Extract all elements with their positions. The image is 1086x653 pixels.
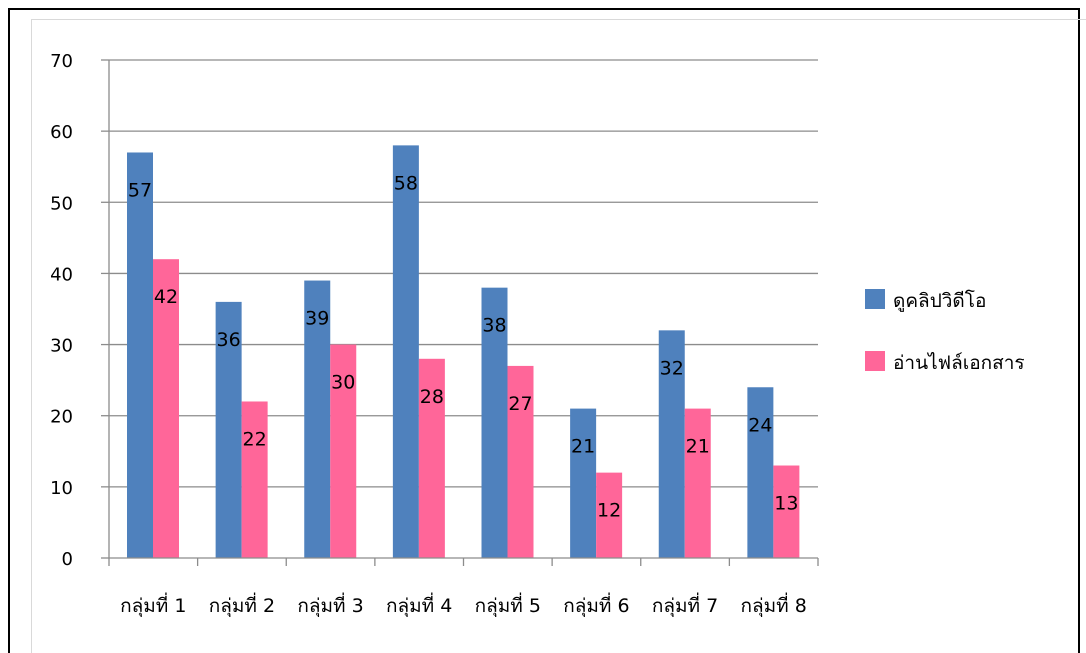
bar-document-group-4 — [418, 358, 445, 558]
y-tick-label: 30 — [50, 336, 73, 357]
data-label: 30 — [331, 372, 355, 394]
data-label: 21 — [571, 436, 595, 458]
y-axis: 0 10 20 30 40 50 60 70 — [50, 51, 110, 570]
bar-document-group-3 — [330, 344, 357, 558]
y-tick-label: 60 — [50, 122, 73, 143]
x-category-label: กลุ่มที่ 2 — [209, 592, 275, 618]
data-label: 32 — [660, 357, 684, 379]
legend-swatch-document — [865, 351, 885, 371]
y-tick-label: 20 — [50, 407, 73, 428]
x-axis: กลุ่มที่ 1 กลุ่มที่ 2 กลุ่มที่ 3 กลุ่มที่ 4… — [108, 557, 819, 618]
y-tick-label: 40 — [50, 264, 73, 285]
y-tick-label: 0 — [62, 549, 73, 570]
x-category-label: กลุ่มที่ 3 — [297, 592, 363, 618]
data-label: 13 — [774, 493, 798, 515]
x-category-label: กลุ่มที่ 6 — [563, 592, 629, 618]
legend-label-video: ดูคลิปวิดีโอ — [893, 289, 986, 312]
bar-video-group-8 — [747, 387, 774, 558]
bar-video-group-3 — [304, 280, 331, 558]
outer-frame — [8, 8, 1080, 653]
data-label: 58 — [394, 172, 418, 194]
bar-document-group-2 — [241, 401, 268, 558]
data-label: 57 — [128, 179, 152, 201]
y-tick-label: 70 — [50, 51, 73, 72]
data-label: 28 — [420, 386, 444, 408]
bars — [127, 145, 800, 558]
legend: ดูคลิปวิดีโออ่านไฟล์เอกสาร — [865, 289, 1025, 374]
x-category-label: กลุ่มที่ 1 — [120, 592, 186, 618]
x-category-label: กลุ่มที่ 5 — [475, 592, 541, 618]
bar-document-group-1 — [153, 259, 179, 558]
bar-document-group-6 — [596, 472, 623, 558]
gridlines — [109, 59, 818, 488]
bar-video-group-4 — [392, 145, 419, 558]
legend-swatch-video — [865, 289, 885, 309]
data-label: 42 — [154, 286, 178, 308]
bar-document-group-7 — [684, 408, 711, 558]
legend-label-document: อ่านไฟล์เอกสาร — [893, 352, 1025, 374]
data-label: 12 — [597, 500, 621, 522]
x-category-label: กลุ่มที่ 8 — [741, 592, 807, 618]
bar-video-group-2 — [215, 301, 242, 558]
data-label: 39 — [305, 308, 329, 330]
data-label: 27 — [508, 393, 532, 415]
bar-video-group-5 — [481, 287, 508, 558]
bar-video-group-6 — [570, 408, 597, 558]
data-label: 38 — [482, 315, 506, 337]
data-label: 36 — [217, 329, 241, 351]
data-label: 22 — [243, 428, 267, 450]
bar-document-group-8 — [773, 465, 800, 558]
x-category-label: กลุ่มที่ 7 — [652, 592, 718, 618]
chart-area-border — [31, 19, 1086, 653]
data-label: 21 — [686, 436, 710, 458]
bar-video-group-7 — [658, 330, 685, 558]
y-tick-label: 10 — [50, 478, 73, 499]
data-label: 24 — [748, 414, 772, 436]
bar-document-group-5 — [507, 365, 534, 558]
data-labels: 57 42 36 22 39 30 58 28 38 27 21 12 32 21 24 13 — [128, 172, 799, 521]
bar-video-group-1 — [127, 152, 153, 558]
x-category-label: กลุ่มที่ 4 — [386, 592, 452, 618]
y-tick-label: 50 — [50, 193, 73, 214]
